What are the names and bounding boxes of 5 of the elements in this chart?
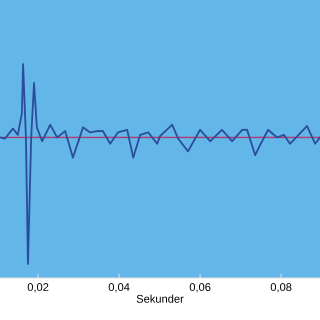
x-tick-label: 0,04 (108, 283, 130, 292)
x-axis-title: Sekunder (136, 294, 184, 303)
x-tick-label: 0,08 (270, 283, 292, 292)
x-tick-label: 0,02 (28, 283, 48, 292)
x-tick-label: 0,06 (190, 283, 210, 292)
